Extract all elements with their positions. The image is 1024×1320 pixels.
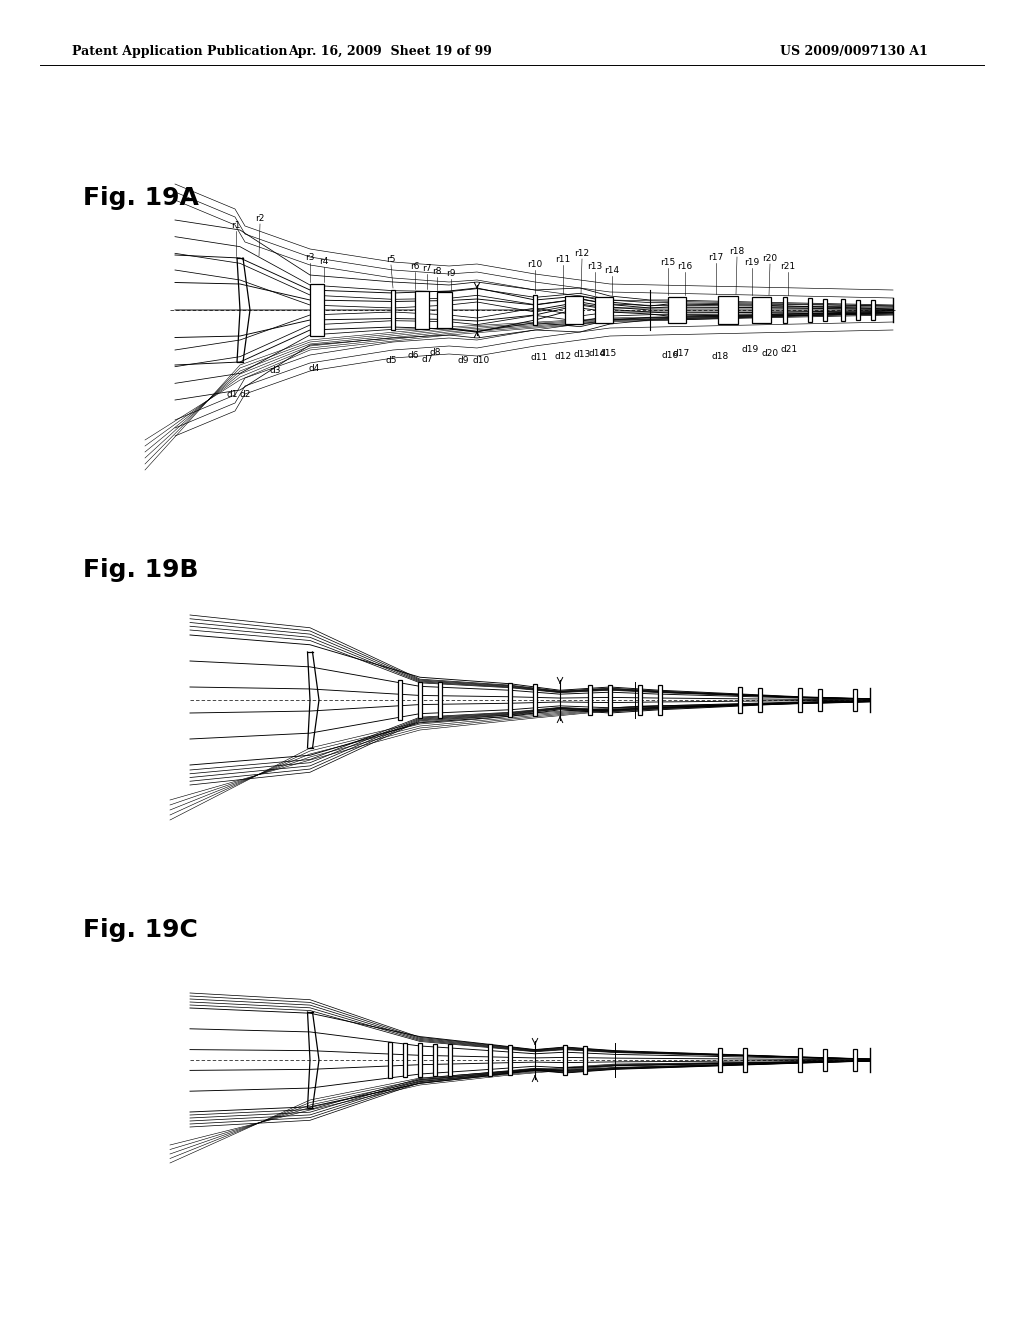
Polygon shape	[508, 682, 512, 717]
Polygon shape	[658, 685, 662, 715]
Polygon shape	[449, 1044, 452, 1076]
Text: d17: d17	[673, 348, 689, 358]
Polygon shape	[783, 297, 787, 323]
Polygon shape	[488, 1044, 492, 1076]
Polygon shape	[583, 1045, 587, 1074]
Text: r20: r20	[763, 253, 777, 263]
Text: r6: r6	[411, 261, 420, 271]
Polygon shape	[752, 297, 771, 323]
Text: r1: r1	[231, 220, 241, 230]
Text: Patent Application Publication: Patent Application Publication	[72, 45, 288, 58]
Text: d12: d12	[554, 352, 571, 360]
Text: r8: r8	[432, 267, 441, 276]
Polygon shape	[588, 685, 592, 715]
Polygon shape	[433, 1044, 437, 1076]
Polygon shape	[808, 298, 812, 322]
Text: r13: r13	[588, 261, 603, 271]
Polygon shape	[853, 1049, 857, 1071]
Text: Fig. 19B: Fig. 19B	[83, 558, 199, 582]
Polygon shape	[388, 1041, 392, 1078]
Polygon shape	[798, 688, 802, 711]
Polygon shape	[758, 688, 762, 711]
Text: r19: r19	[744, 257, 760, 267]
Text: r21: r21	[780, 261, 796, 271]
Text: d1: d1	[226, 389, 238, 399]
Text: d9: d9	[458, 356, 469, 366]
Text: d19: d19	[741, 345, 759, 354]
Polygon shape	[871, 300, 874, 319]
Text: d2: d2	[240, 389, 251, 399]
Text: d5: d5	[385, 356, 396, 366]
Text: r14: r14	[604, 267, 620, 275]
Polygon shape	[403, 1043, 407, 1077]
Polygon shape	[565, 296, 583, 323]
Text: r15: r15	[660, 257, 676, 267]
Text: Fig. 19A: Fig. 19A	[83, 186, 199, 210]
Polygon shape	[718, 296, 738, 323]
Text: d16: d16	[662, 351, 679, 360]
Polygon shape	[508, 1045, 512, 1074]
Text: d3: d3	[269, 366, 281, 375]
Text: r11: r11	[555, 255, 570, 264]
Polygon shape	[738, 686, 742, 713]
Text: d8: d8	[429, 348, 440, 356]
Polygon shape	[391, 290, 395, 330]
Polygon shape	[743, 1048, 746, 1072]
Text: Apr. 16, 2009  Sheet 19 of 99: Apr. 16, 2009 Sheet 19 of 99	[288, 45, 492, 58]
Text: Fig. 19C: Fig. 19C	[83, 917, 198, 942]
Text: d4: d4	[308, 364, 319, 374]
Polygon shape	[818, 689, 822, 711]
Text: d14: d14	[589, 348, 605, 358]
Polygon shape	[418, 1043, 422, 1077]
Polygon shape	[415, 290, 429, 329]
Polygon shape	[438, 682, 442, 718]
Text: r5: r5	[386, 255, 395, 264]
Text: d15: d15	[599, 348, 616, 358]
Text: r3: r3	[305, 253, 314, 261]
Polygon shape	[853, 689, 857, 711]
Polygon shape	[534, 684, 537, 715]
Polygon shape	[418, 682, 422, 718]
Text: d21: d21	[780, 345, 798, 354]
Text: r7: r7	[422, 264, 432, 273]
Text: d20: d20	[762, 348, 778, 358]
Text: r16: r16	[677, 261, 692, 271]
Polygon shape	[437, 292, 452, 327]
Text: r10: r10	[527, 260, 543, 269]
Text: d7: d7	[421, 355, 433, 364]
Text: d11: d11	[530, 352, 548, 362]
Polygon shape	[534, 294, 537, 325]
Polygon shape	[608, 685, 612, 715]
Text: r2: r2	[255, 214, 264, 223]
Polygon shape	[563, 1045, 567, 1074]
Text: r12: r12	[574, 249, 590, 257]
Polygon shape	[841, 300, 845, 321]
Text: d13: d13	[573, 350, 591, 359]
Polygon shape	[398, 680, 402, 719]
Text: US 2009/0097130 A1: US 2009/0097130 A1	[780, 45, 928, 58]
Text: d10: d10	[472, 356, 489, 366]
Text: r17: r17	[709, 253, 724, 261]
Polygon shape	[823, 300, 827, 321]
Text: r9: r9	[446, 269, 456, 279]
Text: r18: r18	[729, 247, 744, 256]
Polygon shape	[668, 297, 686, 323]
Polygon shape	[718, 1048, 722, 1072]
Polygon shape	[823, 1049, 827, 1071]
Text: d6: d6	[408, 351, 419, 360]
Text: d18: d18	[712, 352, 729, 360]
Polygon shape	[595, 297, 613, 323]
Polygon shape	[638, 685, 642, 715]
Polygon shape	[310, 284, 324, 337]
Text: r4: r4	[319, 257, 329, 267]
Polygon shape	[798, 1048, 802, 1072]
Polygon shape	[856, 300, 860, 319]
